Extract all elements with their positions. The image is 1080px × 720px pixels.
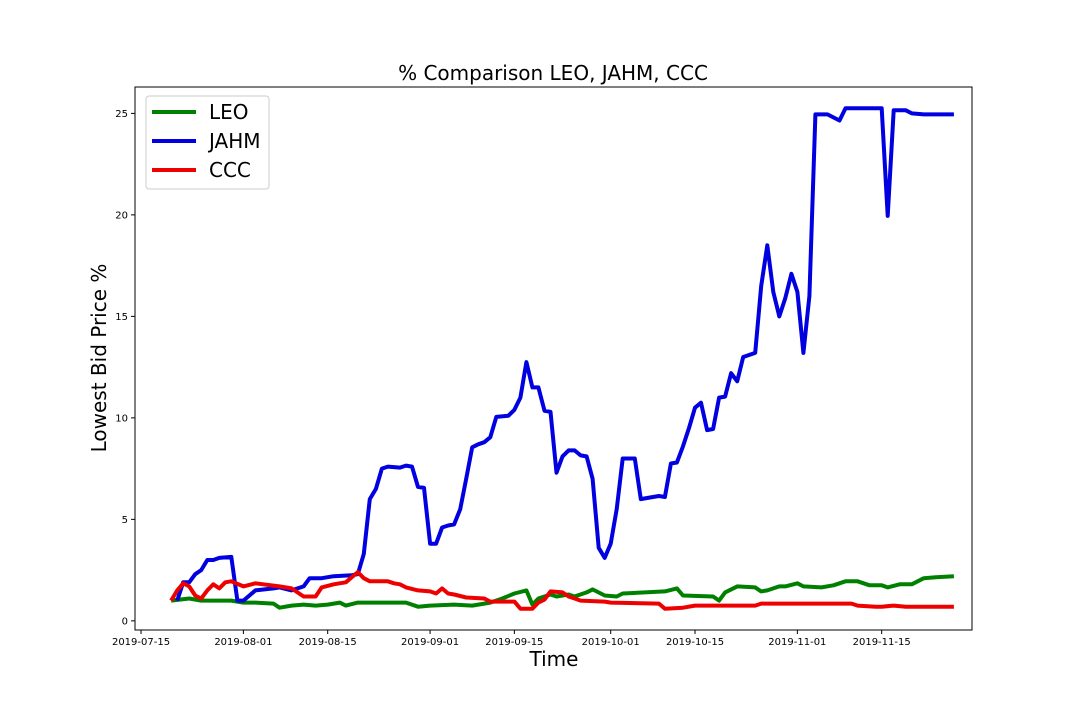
legend-box — [145, 95, 270, 190]
legend-label-ccc: CCC — [209, 158, 251, 182]
legend-label-leo: LEO — [209, 100, 249, 124]
x-tick-label: 2019-07-15 — [112, 637, 170, 648]
y-tick-label: 10 — [115, 413, 128, 424]
x-tick-label: 2019-08-15 — [299, 637, 357, 648]
series-line-ccc — [169, 570, 954, 611]
x-tick-label: 2019-11-15 — [853, 637, 911, 648]
series-line-leo — [170, 574, 955, 610]
chart-title: % Comparison LEO, JAHM, CCC — [398, 61, 708, 85]
y-tick-label: 5 — [122, 515, 128, 526]
x-tick-label: 2019-11-01 — [768, 637, 826, 648]
y-tick-label: 25 — [115, 109, 128, 120]
plot-series-group — [169, 106, 955, 611]
x-tick-label: 2019-09-01 — [401, 637, 459, 648]
legend: LEO JAHM CCC — [145, 95, 270, 190]
x-tick-label: 2019-10-01 — [582, 637, 640, 648]
y-tick-label: 0 — [122, 616, 128, 627]
x-tick-label: 2019-08-01 — [214, 637, 272, 648]
x-axis-label: Time — [529, 647, 579, 671]
x-axis-ticks: 2019-07-15 2019-08-01 2019-08-15 2019-09-01… — [112, 630, 911, 648]
x-tick-label: 2019-10-15 — [666, 637, 724, 648]
legend-label-jahm: JAHM — [207, 129, 261, 153]
y-axis-label: Lowest Bid Price % — [87, 264, 111, 453]
plot-frame — [134, 86, 973, 631]
series-line-jahm — [175, 106, 954, 603]
y-tick-label: 20 — [115, 210, 128, 221]
x-tick-label: 2019-09-15 — [485, 637, 543, 648]
y-axis-ticks: 0 5 10 15 20 25 — [115, 109, 135, 627]
y-tick-label: 15 — [115, 312, 128, 323]
